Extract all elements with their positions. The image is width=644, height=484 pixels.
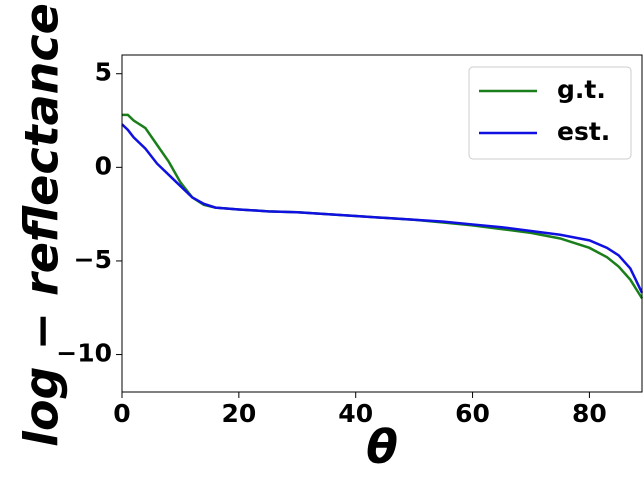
y-axis-label: log − reflectance xyxy=(15,3,69,447)
y-tick-label: 0 xyxy=(95,151,112,180)
legend-label: est. xyxy=(557,117,610,146)
x-tick-label: 40 xyxy=(338,399,373,428)
y-tick-label: 5 xyxy=(95,58,112,87)
plot-frame xyxy=(121,54,643,393)
y-tick-label: −10 xyxy=(56,339,112,368)
y-tick-label: −5 xyxy=(74,245,112,274)
legend-label: g.t. xyxy=(557,75,606,104)
x-axis-label: θ xyxy=(366,420,398,474)
x-tick-label: 20 xyxy=(221,399,256,428)
x-tick-label: 80 xyxy=(572,399,607,428)
x-tick-label: 0 xyxy=(113,399,130,428)
x-tick-label: 60 xyxy=(455,399,490,428)
line-series xyxy=(121,123,644,294)
